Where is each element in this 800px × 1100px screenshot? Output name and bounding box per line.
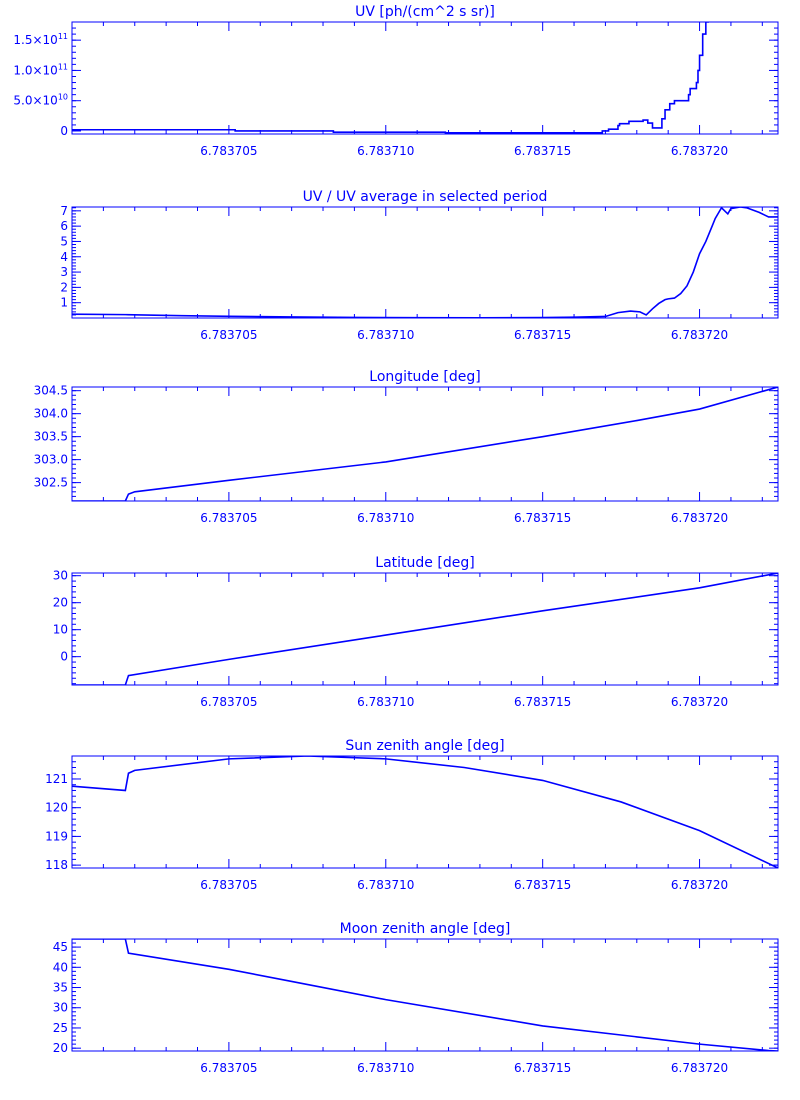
- chart-title: UV / UV average in selected period: [303, 189, 548, 205]
- y-tick-label: 303.5: [34, 430, 68, 444]
- x-tick-label: 6.783720: [671, 1061, 728, 1075]
- x-tick-label: 6.783720: [671, 511, 728, 525]
- x-tick-label: 6.783715: [514, 328, 571, 342]
- x-tick-label: 6.783705: [200, 695, 257, 709]
- chart-panel-3: Longitude [deg] 6.783705 6.783710 6.783715 6…: [34, 369, 779, 525]
- x-tick-label: 6.783710: [357, 695, 414, 709]
- plot-frame: [71, 572, 779, 686]
- y-tick-label: 45: [53, 940, 68, 954]
- y-tick-label: 1.5×1011: [13, 32, 68, 47]
- x-tick-label: 6.783715: [514, 1061, 571, 1075]
- x-tick-label: 6.783710: [357, 878, 414, 892]
- plot-frame: [71, 21, 779, 135]
- y-tick-label: 25: [53, 1021, 68, 1035]
- data-line-series-1: [72, 756, 778, 868]
- y-tick-label: 304.5: [34, 384, 68, 398]
- chart-panel-1: UV [ph/(cm^2 s sr)] 6.783705 6.783710 6.783…: [13, 4, 779, 158]
- y-tick-label: 0: [60, 650, 68, 664]
- plot-frame: [71, 386, 779, 502]
- y-tick-label: 10: [53, 623, 68, 637]
- data-line-series-1: [72, 387, 778, 501]
- x-tick-label: 6.783705: [200, 1061, 257, 1075]
- x-tick-label: 6.783705: [200, 144, 257, 158]
- x-tick-label: 6.783710: [357, 328, 414, 342]
- x-tick-label: 6.783710: [357, 144, 414, 158]
- y-tick-label: 3: [60, 265, 68, 279]
- y-tick-label: 40: [53, 960, 68, 974]
- x-tick-label: 6.783710: [357, 1061, 414, 1075]
- chart-panel-5: Sun zenith angle [deg] 6.783705 6.783710 6.…: [45, 738, 779, 892]
- y-tick-label: 5: [60, 234, 68, 248]
- chart-title: Sun zenith angle [deg]: [345, 738, 504, 754]
- data-line-series-1: [72, 22, 709, 134]
- chart-title: Latitude [deg]: [375, 555, 474, 571]
- y-tick-label: 120: [45, 801, 68, 815]
- x-tick-label: 6.783720: [671, 695, 728, 709]
- y-tick-label: 7: [60, 204, 68, 218]
- y-tick-label: 30: [53, 569, 68, 583]
- plot-frame: [71, 755, 779, 869]
- y-tick-label: 121: [45, 772, 68, 786]
- y-tick-label: 20: [53, 1041, 68, 1055]
- y-tick-label: 4: [60, 250, 68, 264]
- x-tick-label: 6.783705: [200, 328, 257, 342]
- y-tick-label: 30: [53, 1001, 68, 1015]
- data-line-series-1: [72, 207, 778, 318]
- chart-panel-4: Latitude [deg] 6.783705 6.783710 6.783715 6.…: [53, 555, 779, 709]
- x-tick-label: 6.783720: [671, 878, 728, 892]
- y-tick-label: 303.0: [34, 453, 68, 467]
- chart-panel-6: Moon zenith angle [deg] 6.783705 6.783710 6…: [53, 921, 779, 1075]
- y-tick-label: 118: [45, 858, 68, 872]
- x-tick-label: 6.783710: [357, 511, 414, 525]
- y-tick-label: 2: [60, 280, 68, 294]
- x-tick-label: 6.783705: [200, 511, 257, 525]
- y-tick-label: 1: [60, 296, 68, 310]
- y-tick-label: 0: [60, 124, 68, 138]
- x-tick-label: 6.783715: [514, 695, 571, 709]
- y-tick-label: 304.0: [34, 407, 68, 421]
- data-line-series-1: [72, 939, 778, 1051]
- y-tick-label: 6: [60, 219, 68, 233]
- chart-title: UV [ph/(cm^2 s sr)]: [355, 4, 495, 20]
- chart-title: Moon zenith angle [deg]: [340, 921, 511, 937]
- x-tick-label: 6.783715: [514, 144, 571, 158]
- x-tick-label: 6.783715: [514, 878, 571, 892]
- y-tick-label: 35: [53, 981, 68, 995]
- y-tick-label: 5.0×1010: [13, 93, 68, 108]
- y-tick-label: 1.0×1011: [13, 62, 68, 77]
- chart-panel-2: UV / UV average in selected period 6.7837…: [60, 189, 779, 342]
- y-tick-label: 302.5: [34, 476, 68, 490]
- x-tick-label: 6.783720: [671, 328, 728, 342]
- x-tick-label: 6.783720: [671, 144, 728, 158]
- chart-title: Longitude [deg]: [369, 369, 480, 385]
- y-tick-label: 20: [53, 596, 68, 610]
- data-line-series-1: [72, 573, 778, 685]
- plot-frame: [71, 206, 779, 319]
- y-tick-label: 119: [45, 829, 68, 843]
- x-tick-label: 6.783715: [514, 511, 571, 525]
- plot-frame: [71, 938, 779, 1052]
- x-tick-label: 6.783705: [200, 878, 257, 892]
